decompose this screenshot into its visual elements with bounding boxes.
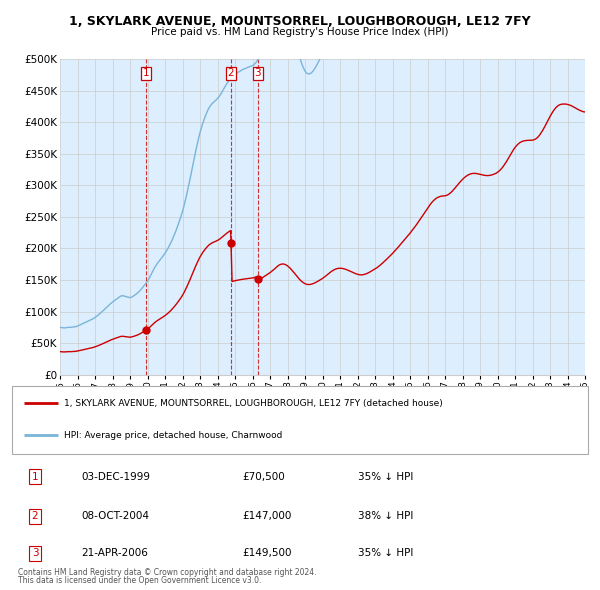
- Text: Price paid vs. HM Land Registry's House Price Index (HPI): Price paid vs. HM Land Registry's House …: [151, 27, 449, 37]
- Text: 38% ↓ HPI: 38% ↓ HPI: [358, 512, 413, 521]
- Text: 3: 3: [32, 549, 38, 558]
- Text: 08-OCT-2004: 08-OCT-2004: [81, 512, 149, 521]
- Text: 2: 2: [32, 512, 38, 521]
- Text: £147,000: £147,000: [242, 512, 292, 521]
- Text: 1, SKYLARK AVENUE, MOUNTSORREL, LOUGHBOROUGH, LE12 7FY (detached house): 1, SKYLARK AVENUE, MOUNTSORREL, LOUGHBOR…: [64, 399, 443, 408]
- Text: 2: 2: [227, 68, 235, 78]
- Text: £70,500: £70,500: [242, 471, 285, 481]
- Text: £149,500: £149,500: [242, 549, 292, 558]
- Text: This data is licensed under the Open Government Licence v3.0.: This data is licensed under the Open Gov…: [18, 576, 262, 585]
- FancyBboxPatch shape: [12, 386, 588, 454]
- Text: 21-APR-2006: 21-APR-2006: [81, 549, 148, 558]
- Text: 1: 1: [32, 471, 38, 481]
- Text: HPI: Average price, detached house, Charnwood: HPI: Average price, detached house, Char…: [64, 431, 282, 440]
- Text: 35% ↓ HPI: 35% ↓ HPI: [358, 549, 413, 558]
- Text: 1, SKYLARK AVENUE, MOUNTSORREL, LOUGHBOROUGH, LE12 7FY: 1, SKYLARK AVENUE, MOUNTSORREL, LOUGHBOR…: [69, 15, 531, 28]
- Text: 1: 1: [143, 68, 149, 78]
- Text: 3: 3: [254, 68, 261, 78]
- Text: Contains HM Land Registry data © Crown copyright and database right 2024.: Contains HM Land Registry data © Crown c…: [18, 568, 317, 577]
- Text: 03-DEC-1999: 03-DEC-1999: [81, 471, 150, 481]
- Text: 35% ↓ HPI: 35% ↓ HPI: [358, 471, 413, 481]
